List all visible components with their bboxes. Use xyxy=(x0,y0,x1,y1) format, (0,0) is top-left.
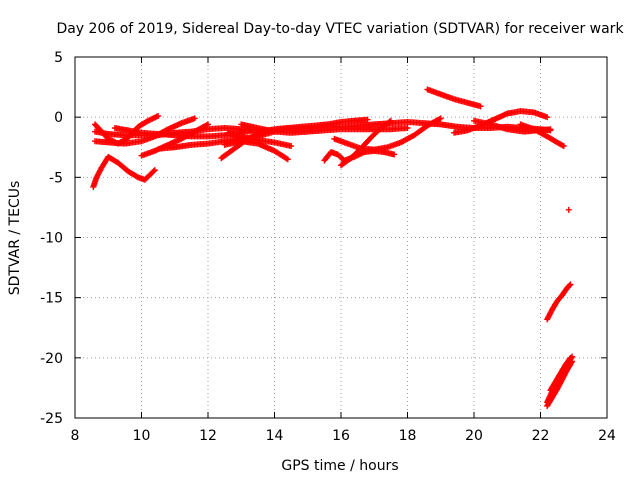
data-point-track-4 xyxy=(191,115,198,122)
data-point-track-10 xyxy=(288,143,295,150)
data-point-track-17 xyxy=(547,126,554,133)
x-tick-label: 24 xyxy=(598,428,616,444)
data-point-track-2 xyxy=(155,112,162,119)
y-axis-title: SDTVAR / TECUs xyxy=(7,181,23,296)
y-tick-label: -10 xyxy=(40,231,63,247)
data-point-track-22 xyxy=(566,356,573,363)
x-tick-label: 22 xyxy=(532,428,550,444)
chart-title: Day 206 of 2019, Sidereal Day-to-day VTE… xyxy=(56,21,624,37)
data-point-track-9 xyxy=(284,156,291,163)
x-tick-label: 14 xyxy=(266,428,284,444)
data-point-track-15 xyxy=(477,103,484,110)
grid-layer xyxy=(75,57,607,418)
data-point-track-13 xyxy=(437,115,444,122)
x-tick-label: 16 xyxy=(332,428,350,444)
x-tick-label: 18 xyxy=(399,428,417,444)
data-point-track-18 xyxy=(560,143,567,150)
data-point-outlier xyxy=(565,206,572,213)
data-point-track-14 xyxy=(387,117,394,124)
data-point-track-19 xyxy=(566,282,573,289)
data-point-track-12 xyxy=(391,151,398,158)
data-point-track-6 xyxy=(205,121,211,128)
y-tick-label: 5 xyxy=(54,50,63,66)
y-tick-label: 0 xyxy=(54,110,63,126)
data-point-track-14 xyxy=(386,118,393,125)
data-point-track-1 xyxy=(151,167,158,174)
y-tick-label: -25 xyxy=(40,411,63,427)
data-point-track-16 xyxy=(544,114,551,121)
data-marks xyxy=(90,86,576,409)
y-tick-label: -15 xyxy=(40,291,63,307)
x-tick-label: 10 xyxy=(133,428,151,444)
data-point-track-22 xyxy=(567,354,574,361)
y-tick-label: -20 xyxy=(40,351,63,367)
data-point-track-11 xyxy=(404,124,411,131)
x-axis-title: GPS time / hours xyxy=(281,458,398,474)
axis-ticks: 8 10 12 14 16 18 20 22 24 -25 -20 -15 -10 -5 0 5 xyxy=(40,50,616,444)
data-point-track-1 xyxy=(150,168,157,175)
data-point-track-19 xyxy=(567,281,574,288)
x-tick-label: 20 xyxy=(465,428,483,444)
data-point-track-8 xyxy=(364,116,371,123)
x-tick-label: 8 xyxy=(71,428,80,444)
y-tick-label: -5 xyxy=(49,170,63,186)
x-tick-label: 12 xyxy=(199,428,217,444)
